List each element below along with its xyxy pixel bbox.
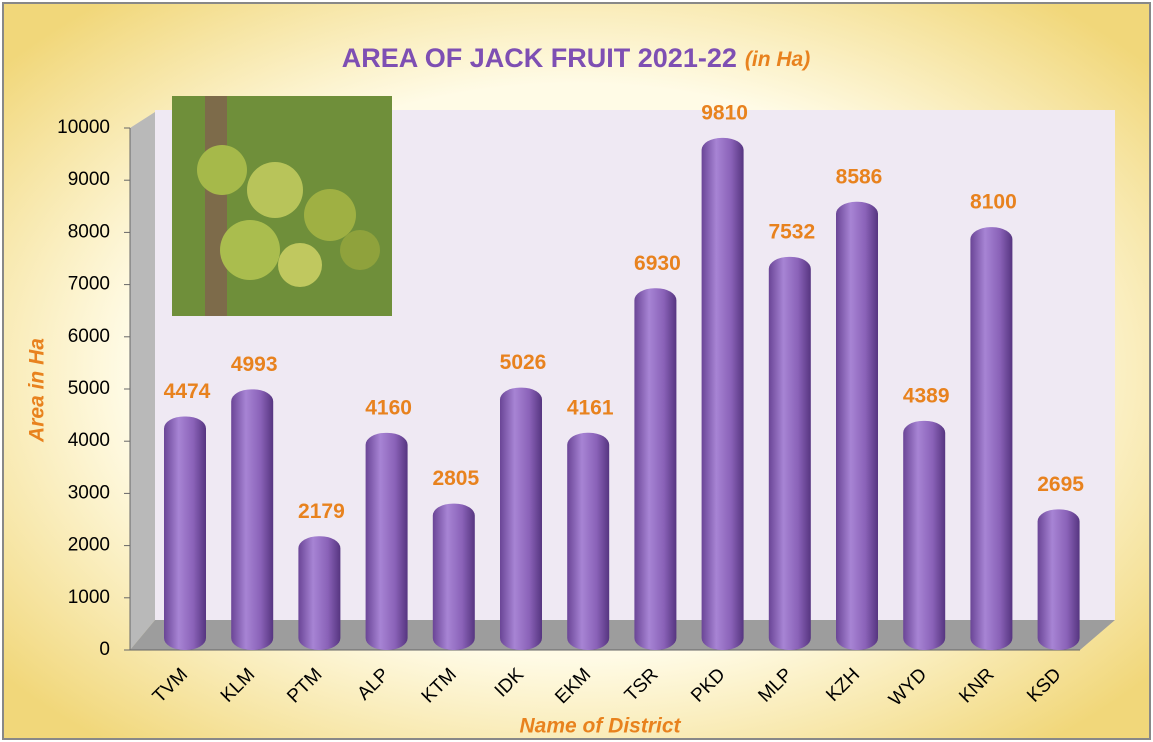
- side-wall: [130, 112, 155, 650]
- bar: [970, 227, 1013, 650]
- bar: [365, 432, 408, 650]
- y-tick-label: 4000: [68, 430, 110, 451]
- photo: [172, 96, 392, 316]
- bar: [298, 536, 341, 650]
- y-tick-label: 0: [99, 639, 110, 660]
- value-label: 8586: [836, 165, 883, 188]
- bar: [567, 432, 610, 650]
- value-label: 8100: [970, 191, 1017, 214]
- bar: [500, 387, 542, 650]
- bar: [903, 420, 946, 650]
- value-label: 4993: [231, 353, 278, 376]
- y-tick-label: 1000: [68, 587, 110, 608]
- y-tick-label: 10000: [57, 117, 110, 138]
- value-label: 6930: [634, 252, 681, 275]
- value-label: 4160: [365, 396, 412, 419]
- y-tick-label: 2000: [68, 535, 110, 556]
- y-tick-label: 9000: [68, 169, 110, 190]
- y-axis-title: Area in Ha: [26, 338, 49, 443]
- bar: [164, 416, 206, 650]
- bar: [836, 201, 878, 651]
- subtitle: (in Ha): [745, 48, 810, 71]
- value-label: 4389: [903, 384, 950, 407]
- value-label: 4474: [164, 380, 211, 403]
- bar: [701, 137, 744, 651]
- value-label: 2695: [1037, 473, 1084, 496]
- y-tick-label: 7000: [68, 274, 110, 295]
- y-tick-label: 3000: [68, 482, 110, 503]
- bar: [634, 288, 677, 650]
- y-tick-label: 5000: [68, 378, 110, 399]
- y-tick-label: 6000: [68, 326, 110, 347]
- value-label: 2805: [432, 467, 479, 490]
- floor: [130, 620, 1115, 650]
- y-tick-label: 8000: [68, 221, 110, 242]
- value-label: 4161: [567, 396, 614, 419]
- bar: [768, 256, 811, 650]
- bar: [231, 389, 274, 650]
- bar: [1037, 509, 1080, 650]
- chart-title: AREA OF JACK FRUIT 2021-22 (in Ha): [342, 43, 810, 73]
- bar: [432, 503, 475, 650]
- value-label: 9810: [701, 101, 748, 124]
- value-label: 5026: [500, 351, 547, 374]
- x-axis-title: Name of District: [519, 715, 681, 738]
- value-label: 7532: [768, 220, 815, 243]
- title: AREA OF JACK FRUIT 2021-22: [342, 43, 737, 73]
- value-label: 2179: [298, 500, 345, 523]
